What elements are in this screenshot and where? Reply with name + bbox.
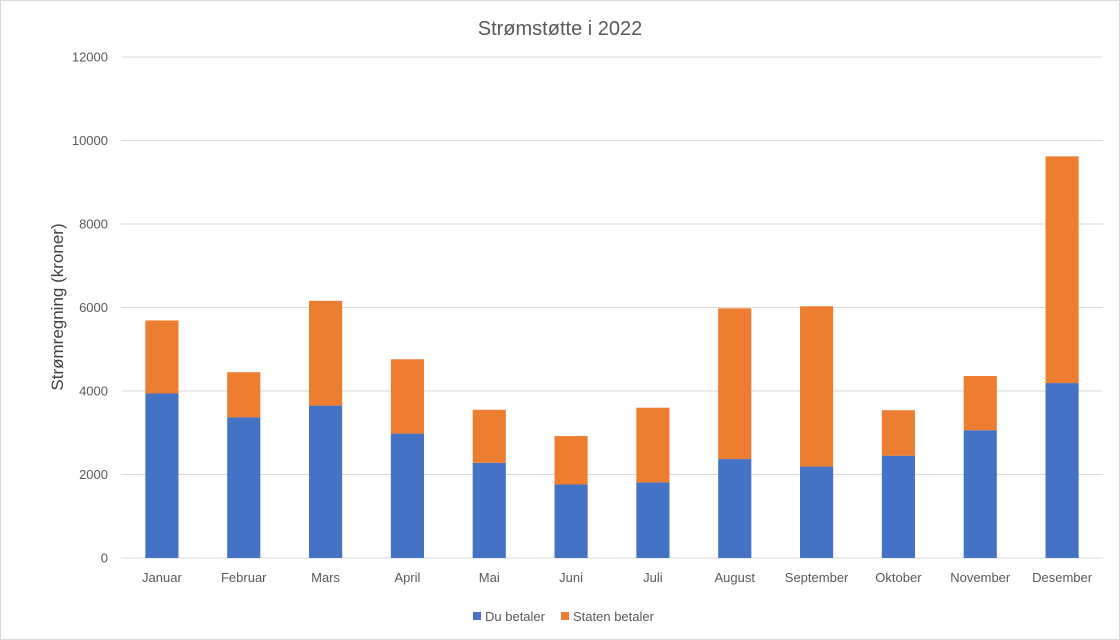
bar-staten-betaler bbox=[636, 407, 670, 483]
y-tick-label: 2000 bbox=[79, 467, 108, 482]
y-tick-label: 4000 bbox=[79, 384, 108, 399]
y-tick-label: 0 bbox=[101, 551, 108, 566]
legend-swatch bbox=[561, 612, 569, 620]
bar-du-betaler bbox=[800, 466, 834, 558]
x-tick-label: August bbox=[715, 570, 756, 585]
bar-staten-betaler bbox=[554, 436, 588, 485]
y-axis-ticks: 0 2000 4000 6000 8000 10000 12000 bbox=[72, 50, 108, 566]
x-axis-ticks: Januar Februar Mars April Mai Juni Juli August S… bbox=[142, 570, 1093, 585]
x-tick-label: Mars bbox=[311, 570, 340, 585]
x-tick-label: Februar bbox=[221, 570, 267, 585]
chart-title: Strømstøtte i 2022 bbox=[478, 18, 643, 40]
bar-du-betaler bbox=[390, 433, 424, 558]
bar-staten-betaler bbox=[881, 410, 915, 456]
bar-du-betaler bbox=[309, 405, 343, 558]
bar-staten-betaler bbox=[390, 359, 424, 434]
y-tick-label: 10000 bbox=[72, 133, 108, 148]
x-tick-label: Januar bbox=[142, 570, 182, 585]
bar-staten-betaler bbox=[1045, 156, 1079, 384]
x-tick-label: November bbox=[950, 570, 1011, 585]
bar-staten-betaler bbox=[472, 409, 506, 463]
gridlines bbox=[121, 56, 1103, 559]
legend-label: Du betaler bbox=[485, 609, 546, 624]
x-tick-label: April bbox=[394, 570, 420, 585]
x-tick-label: Mai bbox=[479, 570, 500, 585]
bar-du-betaler bbox=[636, 482, 670, 558]
y-tick-label: 6000 bbox=[79, 300, 108, 315]
y-tick-label: 8000 bbox=[79, 217, 108, 232]
bar-staten-betaler bbox=[718, 308, 752, 460]
bar-staten-betaler bbox=[227, 372, 261, 418]
bar-du-betaler bbox=[145, 393, 179, 558]
bar-du-betaler bbox=[1045, 383, 1079, 558]
x-tick-label: Juni bbox=[559, 570, 583, 585]
bar-staten-betaler bbox=[800, 306, 834, 467]
bar-du-betaler bbox=[881, 455, 915, 558]
bar-du-betaler bbox=[227, 417, 261, 558]
x-tick-label: Oktober bbox=[875, 570, 922, 585]
bar-staten-betaler bbox=[963, 375, 997, 431]
y-axis-title: Strømregning (kroner) bbox=[48, 223, 67, 390]
x-tick-label: Desember bbox=[1032, 570, 1093, 585]
y-tick-label: 12000 bbox=[72, 50, 108, 65]
bars bbox=[145, 156, 1079, 558]
bar-staten-betaler bbox=[309, 300, 343, 406]
bar-du-betaler bbox=[718, 459, 752, 558]
bar-du-betaler bbox=[472, 462, 506, 558]
bar-du-betaler bbox=[554, 484, 588, 558]
bar-du-betaler bbox=[963, 430, 997, 558]
bar-staten-betaler bbox=[145, 320, 179, 394]
x-tick-label: September bbox=[785, 570, 849, 585]
legend: Du betaler Staten betaler bbox=[473, 609, 655, 624]
x-tick-label: Juli bbox=[643, 570, 663, 585]
legend-label: Staten betaler bbox=[573, 609, 655, 624]
legend-swatch bbox=[473, 612, 481, 620]
